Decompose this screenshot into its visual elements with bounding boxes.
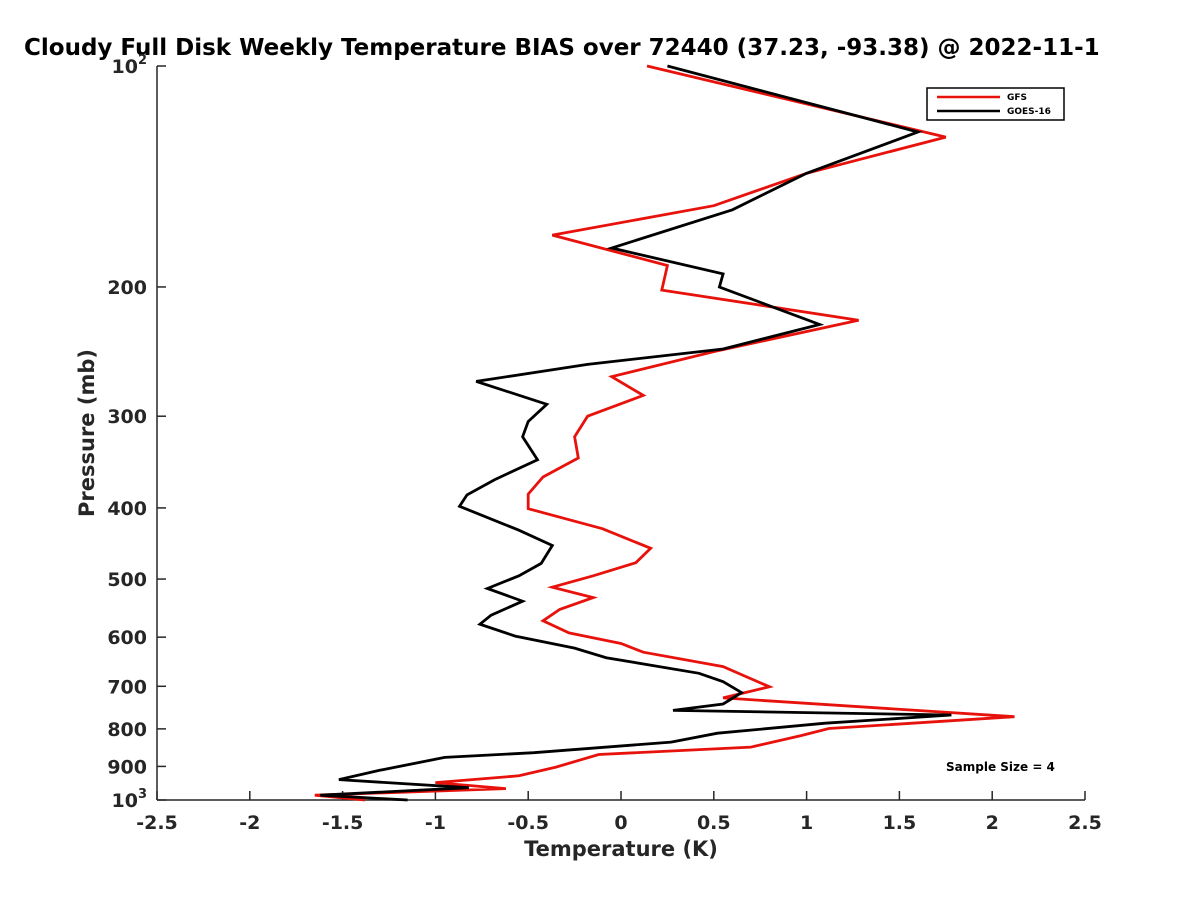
x-tick-label: -0.5 bbox=[507, 812, 549, 834]
x-tick-label: -2.5 bbox=[136, 812, 178, 834]
series-line-goes16 bbox=[320, 64, 952, 802]
x-tick-label: -1 bbox=[425, 812, 446, 834]
x-tick-label: 0.5 bbox=[697, 812, 731, 834]
x-tick-label: 2 bbox=[986, 812, 999, 834]
sample-size-annotation: Sample Size = 4 bbox=[946, 760, 1055, 774]
y-tick-label: 103 bbox=[112, 787, 148, 812]
y-tick-label: 300 bbox=[107, 406, 147, 428]
y-tick-label: 500 bbox=[107, 569, 147, 591]
series-lines bbox=[314, 64, 1015, 802]
chart-title: Cloudy Full Disk Weekly Temperature BIAS… bbox=[24, 35, 1100, 61]
x-tick-label: -1.5 bbox=[322, 812, 364, 834]
x-tick-label: 2.5 bbox=[1068, 812, 1102, 834]
y-tick-label: 200 bbox=[107, 277, 147, 299]
legend-box bbox=[926, 87, 1065, 121]
y-tick-label: 102 bbox=[112, 53, 148, 78]
y-tick-label: 600 bbox=[107, 627, 147, 649]
y-axis-label: Pressure (mb) bbox=[75, 349, 99, 517]
x-tick-label: 1.5 bbox=[883, 812, 917, 834]
series-line-gfs bbox=[314, 64, 1015, 802]
x-tick-label: 1 bbox=[800, 812, 813, 834]
y-tick-label: 700 bbox=[107, 676, 147, 698]
legend: GFS GOES-16 bbox=[926, 87, 1065, 121]
y-tick-label: 400 bbox=[107, 498, 147, 520]
axes: -2.5 -2 -1.5 -1 -0.5 0 0.5 1 1.5 2 2.5 102 200 300 400… bbox=[107, 53, 1102, 834]
y-tick-label: 800 bbox=[107, 719, 147, 741]
x-axis-label: Temperature (K) bbox=[524, 837, 718, 861]
x-tick-label: -2 bbox=[239, 812, 260, 834]
y-tick-label: 900 bbox=[107, 756, 147, 778]
legend-label-goes16: GOES-16 bbox=[1007, 107, 1051, 117]
x-tick-label: 0 bbox=[614, 812, 627, 834]
legend-label-gfs: GFS bbox=[1007, 93, 1027, 103]
